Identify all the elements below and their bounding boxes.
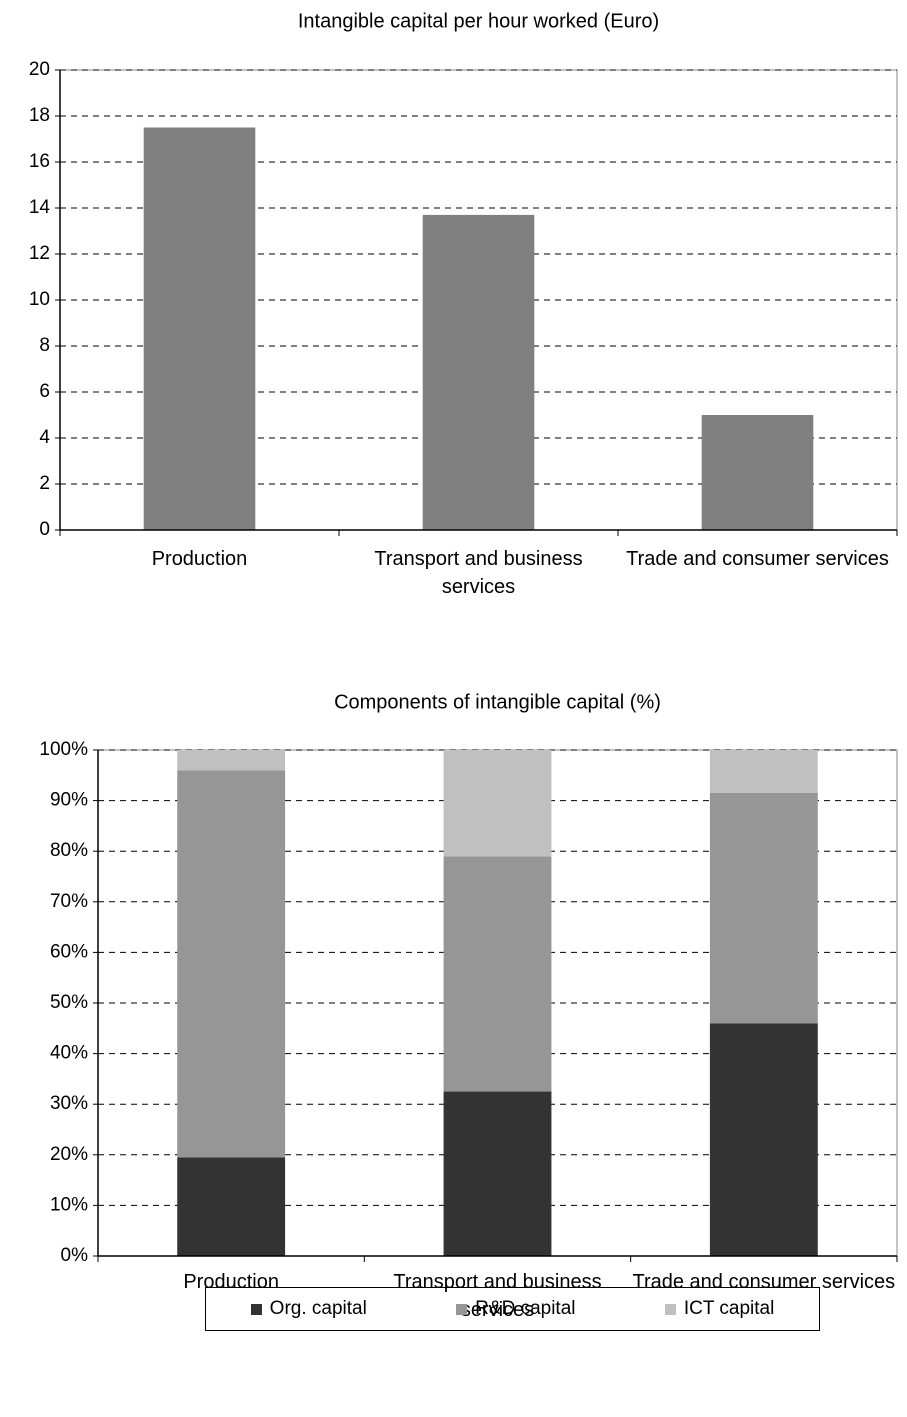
legend-label: Org. capital bbox=[269, 1298, 367, 1319]
legend-label: R&D capital bbox=[475, 1298, 576, 1319]
y-tick-label: 16 bbox=[29, 151, 50, 172]
y-tick-label: 8 bbox=[39, 335, 50, 356]
legend-label: ICT capital bbox=[683, 1298, 775, 1319]
y-tick-label: 70% bbox=[50, 891, 88, 912]
y-tick-label: 50% bbox=[50, 992, 88, 1013]
y-tick-label: 14 bbox=[29, 197, 51, 218]
y-tick-label: 80% bbox=[50, 840, 88, 861]
y-tick-label: 40% bbox=[50, 1043, 88, 1064]
bar-segment bbox=[443, 1091, 552, 1256]
legend-swatch bbox=[250, 1303, 262, 1315]
y-tick-label: 20 bbox=[29, 59, 50, 80]
y-tick-label: 10% bbox=[50, 1194, 88, 1215]
bar-segment bbox=[443, 856, 552, 1092]
bar-segment bbox=[177, 750, 286, 771]
y-tick-label: 20% bbox=[50, 1144, 88, 1165]
legend-item: R&D capital bbox=[456, 1298, 576, 1320]
y-tick-label: 12 bbox=[29, 243, 50, 264]
bar-segment bbox=[709, 750, 818, 794]
bar-segment bbox=[177, 770, 286, 1158]
bar bbox=[701, 415, 814, 530]
y-tick-label: 4 bbox=[39, 427, 50, 448]
x-tick-label: Transport and business services bbox=[374, 548, 583, 598]
y-tick-label: 2 bbox=[39, 473, 50, 494]
legend: Org. capital R&D capital ICT capital bbox=[205, 1287, 820, 1331]
x-tick-label: Production bbox=[151, 548, 248, 570]
bar bbox=[143, 127, 256, 530]
y-tick-label: 0% bbox=[61, 1245, 89, 1266]
y-tick-label: 18 bbox=[29, 105, 50, 126]
legend-swatch bbox=[664, 1303, 676, 1315]
y-tick-label: 90% bbox=[50, 790, 88, 811]
y-tick-label: 100% bbox=[39, 739, 88, 760]
y-tick-label: 60% bbox=[50, 941, 88, 962]
legend-item: Org. capital bbox=[250, 1298, 367, 1320]
bar-segment bbox=[709, 1023, 818, 1256]
bar-segment bbox=[443, 750, 552, 857]
y-tick-label: 6 bbox=[39, 381, 50, 402]
bar-segment bbox=[709, 793, 818, 1024]
x-tick-label: Trade and consumer services bbox=[626, 548, 889, 570]
bar-segment bbox=[177, 1157, 286, 1256]
chart-title: Components of intangible capital (%) bbox=[334, 691, 661, 713]
y-tick-label: 0 bbox=[39, 519, 50, 540]
chart-title: Intangible capital per hour worked (Euro… bbox=[298, 10, 659, 32]
bar bbox=[422, 214, 535, 530]
y-tick-label: 30% bbox=[50, 1093, 88, 1114]
legend-item: ICT capital bbox=[664, 1298, 775, 1320]
y-tick-label: 10 bbox=[29, 289, 50, 310]
legend-swatch bbox=[456, 1303, 468, 1315]
